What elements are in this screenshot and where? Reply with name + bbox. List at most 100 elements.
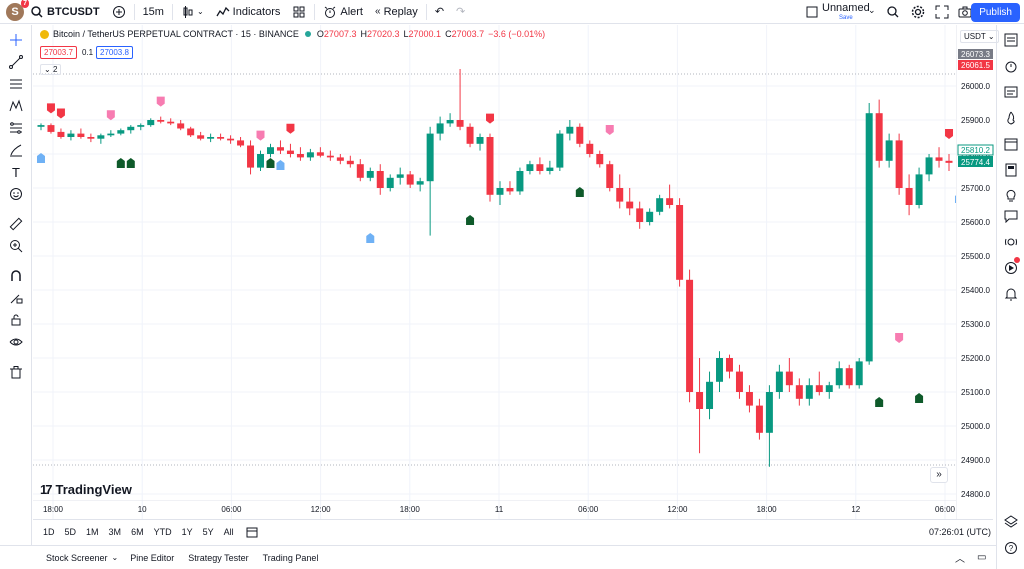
utc-clock[interactable]: 07:26:01 (UTC)	[928, 526, 991, 537]
sell-signal-marker	[256, 130, 265, 141]
tab-pine-editor[interactable]: Pine Editor	[130, 552, 175, 563]
symbol-search-button[interactable]: BTCUSDT	[24, 0, 106, 24]
tab-strategy-tester[interactable]: Strategy Tester	[188, 552, 249, 563]
candle-body	[456, 120, 464, 127]
undo-button[interactable]: ↶	[429, 0, 450, 24]
open-label: O	[316, 29, 324, 39]
horizontal-lines-icon[interactable]	[7, 75, 25, 93]
candle-body	[586, 143, 594, 154]
price-label: 25200.0	[961, 354, 990, 363]
timeframe-3m[interactable]: 3M	[108, 526, 122, 537]
maximize-panel-icon[interactable]: ▭	[977, 552, 987, 563]
tradingview-logo[interactable]: 17 TradingView	[40, 482, 132, 497]
timeframe-all[interactable]: All	[223, 526, 234, 537]
trash-icon[interactable]	[7, 363, 25, 381]
tab-stock-screener[interactable]: Stock Screener	[46, 552, 108, 563]
sell-price-button[interactable]: 27003.7	[40, 46, 77, 59]
currency-button[interactable]: USDT ⌄	[960, 30, 999, 43]
layout-checkbox-icon[interactable]	[806, 6, 818, 18]
emoji-icon[interactable]	[7, 185, 25, 203]
candle-body	[266, 147, 274, 154]
timeframe-1y[interactable]: 1Y	[181, 526, 193, 537]
timeframe-5y[interactable]: 5Y	[202, 526, 214, 537]
fullscreen-icon[interactable]	[935, 5, 949, 19]
buy-price-button[interactable]: 27003.8	[96, 46, 133, 59]
collapse-panel-icon[interactable]: ︿	[955, 554, 965, 565]
candle-body	[97, 135, 105, 139]
tab-trading-panel[interactable]: Trading Panel	[262, 552, 319, 563]
candle-body	[406, 174, 414, 185]
chat-icon[interactable]	[1002, 207, 1020, 225]
chart-type-button[interactable]: ⌄	[175, 0, 210, 24]
ruler-icon[interactable]	[7, 215, 25, 233]
indicators-collapse-button[interactable]: ⌄ 2	[40, 64, 62, 75]
streams-icon[interactable]	[1002, 257, 1020, 277]
help-icon[interactable]: ?	[1002, 539, 1020, 557]
symbol-description: Bitcoin / TetherUS PERPETUAL CONTRACT · …	[53, 29, 299, 39]
compare-button[interactable]	[106, 0, 132, 24]
candle-body	[426, 133, 434, 182]
divider	[425, 3, 427, 20]
price-axis[interactable]: 26000.025900.025800.025700.025600.025500…	[956, 25, 996, 519]
user-avatar[interactable]: S 7	[6, 0, 29, 21]
candlestick-series	[37, 69, 953, 467]
scroll-to-realtime-button[interactable]: »	[930, 467, 948, 483]
layout-status: Save	[839, 15, 853, 21]
zoom-in-icon[interactable]	[7, 237, 25, 255]
layers-icon[interactable]	[1002, 513, 1020, 531]
magnet-icon[interactable]	[7, 267, 25, 285]
candle-body	[865, 113, 873, 362]
trend-line-icon[interactable]	[7, 53, 25, 71]
time-label: 12	[851, 505, 860, 514]
indicators-button[interactable]: Indicators	[210, 0, 287, 24]
publish-button[interactable]: Publish	[971, 3, 1020, 22]
timeframe-6m[interactable]: 6M	[131, 526, 144, 537]
brush-icon[interactable]	[7, 141, 25, 159]
text-icon[interactable]: T	[12, 164, 20, 180]
undo-icon: ↶	[434, 6, 445, 18]
time-label: 12:00	[667, 505, 688, 514]
crosshair-icon[interactable]	[7, 31, 25, 49]
calculator-icon[interactable]	[1002, 161, 1020, 179]
calendar-icon[interactable]	[1002, 135, 1020, 153]
time-axis[interactable]: 18:00 10 06:00 12:00 18:00 11 06:00 12:00 18:00 1…	[33, 500, 956, 519]
candle-body	[815, 385, 823, 392]
layout-name-button[interactable]: Unnamed Save	[822, 3, 870, 23]
timeframe-1d[interactable]: 1D	[43, 526, 55, 537]
lock-drawing-icon[interactable]	[7, 289, 25, 307]
data-window-icon[interactable]	[1002, 83, 1020, 101]
watchlist-icon[interactable]	[1002, 31, 1020, 49]
chevron-down-icon[interactable]: ⌄	[111, 553, 119, 562]
camera-icon[interactable]	[958, 5, 972, 19]
chart-grid	[33, 25, 956, 519]
market-status-icon[interactable]	[304, 31, 311, 37]
hotlist-icon[interactable]	[1002, 109, 1020, 127]
candle-body	[117, 130, 125, 134]
chevron-down-icon[interactable]: ⌄	[868, 5, 876, 15]
ideas-stream-icon[interactable]	[1002, 233, 1020, 251]
alert-button[interactable]: Alert	[317, 0, 369, 24]
price-chart[interactable]	[33, 25, 956, 519]
spread-value: 0.1	[82, 48, 94, 57]
candle-body	[885, 140, 893, 161]
timeframe-ytd[interactable]: YTD	[153, 526, 172, 537]
pattern-icon[interactable]	[7, 97, 25, 115]
templates-button[interactable]	[286, 0, 312, 24]
fib-icon[interactable]	[7, 119, 25, 137]
redo-button[interactable]: ↷	[450, 0, 471, 24]
lock-icon[interactable]	[7, 311, 25, 329]
replay-button[interactable]: « Replay	[369, 0, 424, 24]
lightbulb-icon[interactable]	[1002, 187, 1020, 205]
timeframe-5d[interactable]: 5D	[64, 526, 77, 537]
candle-body	[257, 154, 265, 168]
timeframe-1m[interactable]: 1M	[86, 526, 99, 537]
quick-search-icon[interactable]	[886, 5, 900, 19]
gear-icon[interactable]	[911, 5, 925, 19]
date-range-icon[interactable]	[246, 526, 258, 538]
indicators-icon	[216, 6, 230, 16]
interval-button[interactable]: 15m	[142, 5, 164, 18]
eye-icon[interactable]	[7, 333, 25, 351]
notifications-bell-icon[interactable]	[1002, 285, 1020, 303]
candle-body	[207, 137, 215, 139]
alarm-clock-icon[interactable]	[1002, 57, 1020, 75]
